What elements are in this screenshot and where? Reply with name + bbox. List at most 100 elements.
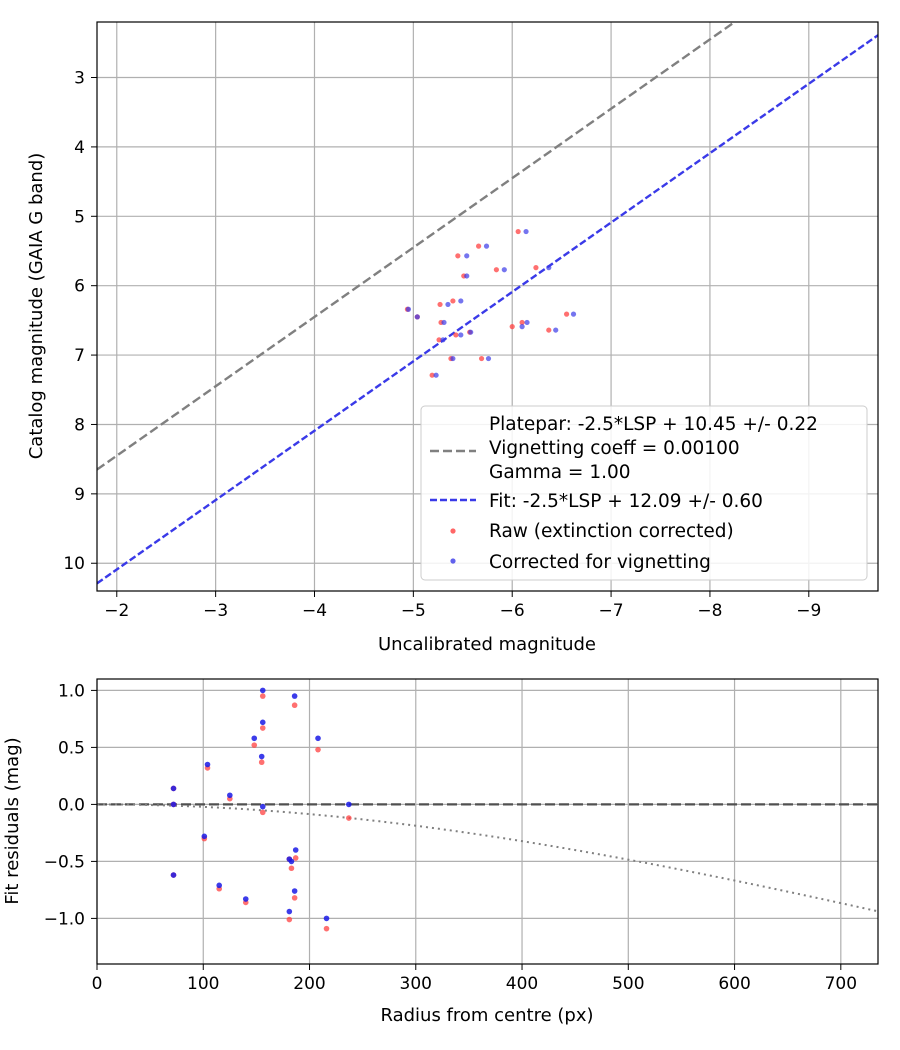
residual-corrected-point [323, 915, 330, 922]
residual-corrected-point [286, 908, 293, 915]
top-corrected-points [405, 228, 577, 378]
residual-raw-point [315, 746, 321, 753]
bottom-y-axis-label: Fit residuals (mag) [2, 737, 23, 904]
residual-corrected-point [259, 687, 266, 694]
legend-vignetting-label: Vignetting coeff = 0.00100 [489, 438, 740, 459]
bottom-y-tick-label: 0.0 [58, 795, 85, 815]
raw-point [476, 243, 482, 249]
top-y-tick-label: 9 [74, 485, 85, 505]
bottom-y-tick-label: 1.0 [58, 681, 85, 701]
raw-point [563, 311, 570, 317]
legend-gamma-label: Gamma = 1.00 [489, 462, 631, 483]
bottom-y-tick-label: −1.0 [44, 909, 85, 929]
top-x-axis-label: Uncalibrated magnitude [378, 634, 596, 655]
legend-raw-swatch [450, 528, 456, 534]
corrected-point [553, 327, 559, 333]
bottom-plot-frame [96, 678, 879, 965]
corrected-point [485, 355, 492, 362]
legend-corrected-label: Corrected for vignetting [489, 552, 711, 573]
residual-raw-point [292, 855, 299, 861]
raw-point [453, 332, 459, 338]
corrected-point [450, 355, 456, 362]
top-x-tick-label: −3 [203, 601, 228, 621]
top-x-tick-labels: −2 −3 −4 −5 −6 −7 −8 −9 [104, 591, 821, 621]
top-x-tick-label: −5 [401, 601, 426, 621]
bottom-reference-lines [97, 803, 878, 913]
residual-corrected-point [315, 735, 321, 742]
bottom-x-axis-label: Radius from centre (px) [380, 1005, 593, 1026]
residual-raw-point [286, 916, 293, 923]
bottom-grid [96, 679, 878, 964]
residual-corrected-point [259, 803, 266, 810]
residual-corrected-point [170, 801, 177, 808]
corrected-point [523, 228, 529, 235]
residual-corrected-point [259, 719, 266, 726]
top-y-axis-label: Catalog magnitude (GAIA G band) [26, 153, 47, 460]
corrected-point [458, 298, 464, 304]
top-y-tick-label: 5 [74, 207, 85, 227]
corrected-point [464, 253, 470, 259]
residual-raw-point [259, 693, 266, 699]
top-x-tick-label: −2 [104, 601, 129, 621]
top-y-tick-labels: 3 4 5 6 7 8 9 10 [63, 69, 97, 574]
top-fit-lines [97, 22, 878, 585]
bottom-x-tick-label: 0 [92, 974, 103, 994]
top-x-tick-label: −4 [302, 601, 327, 621]
bottom-corrected-points [170, 687, 352, 922]
corrected-point [405, 306, 412, 312]
legend-raw-label: Raw (extinction corrected) [489, 521, 734, 542]
legend-fit-label: Fit: -2.5*LSP + 12.09 +/- 0.60 [489, 491, 763, 512]
bottom-x-tick-label: 100 [187, 974, 219, 994]
bottom-y-tick-labels: −1.0 −0.5 0.0 0.5 1.0 [44, 681, 97, 929]
corrected-point [546, 265, 552, 271]
residual-raw-point [288, 865, 295, 872]
raw-point [509, 324, 515, 330]
bottom-y-tick-label: −0.5 [44, 852, 85, 872]
corrected-point [483, 243, 490, 249]
legend-platepar-label: Platepar: -2.5*LSP + 10.45 +/- 0.22 [489, 414, 818, 435]
residual-raw-point [259, 725, 266, 731]
top-y-tick-label: 7 [74, 346, 85, 366]
top-plot-frame [96, 21, 879, 592]
corrected-point [433, 372, 439, 378]
residual-corrected-point [242, 896, 249, 902]
bottom-x-tick-label: 600 [718, 974, 750, 994]
magnitude-calibration-plot: −2 −3 −4 −5 −6 −7 −8 −9 3 4 5 6 7 8 9 10 Uncalibrated … [26, 21, 879, 655]
legend-box [420, 405, 868, 581]
top-y-tick-label: 4 [74, 138, 85, 158]
residual-raw-point [323, 925, 330, 932]
bottom-x-tick-label: 700 [825, 974, 857, 994]
raw-point [546, 327, 552, 333]
residual-corrected-point [201, 833, 208, 840]
corrected-point [458, 332, 464, 338]
platepar-line [97, 22, 737, 471]
corrected-point [519, 324, 525, 330]
residual-raw-point [258, 759, 265, 766]
raw-point [515, 228, 521, 235]
corrected-point [445, 301, 451, 308]
bottom-x-tick-label: 500 [612, 974, 644, 994]
legend-corrected-swatch [450, 558, 456, 564]
residual-corrected-point [251, 735, 258, 742]
bottom-x-tick-label: 200 [293, 974, 325, 994]
raw-point [437, 301, 443, 308]
raw-point [533, 265, 539, 271]
residual-corrected-point [291, 693, 298, 699]
corrected-point [468, 329, 474, 335]
top-x-tick-label: −9 [796, 601, 821, 621]
raw-point [429, 372, 435, 378]
raw-point [493, 267, 499, 273]
raw-point [455, 253, 461, 259]
bottom-x-tick-label: 400 [506, 974, 538, 994]
residual-corrected-point [346, 801, 352, 808]
residual-corrected-point [292, 847, 299, 853]
corrected-point [524, 319, 530, 326]
residual-corrected-point [216, 882, 222, 889]
raw-point [436, 337, 442, 343]
raw-point [478, 355, 485, 362]
corrected-point [570, 311, 577, 317]
residual-raw-point [251, 742, 258, 748]
residuals-plot: 0 100 200 300 400 500 600 700 −1.0 −0.5 0.0 0.5 1.0… [2, 678, 879, 1026]
residual-corrected-point [288, 858, 295, 865]
